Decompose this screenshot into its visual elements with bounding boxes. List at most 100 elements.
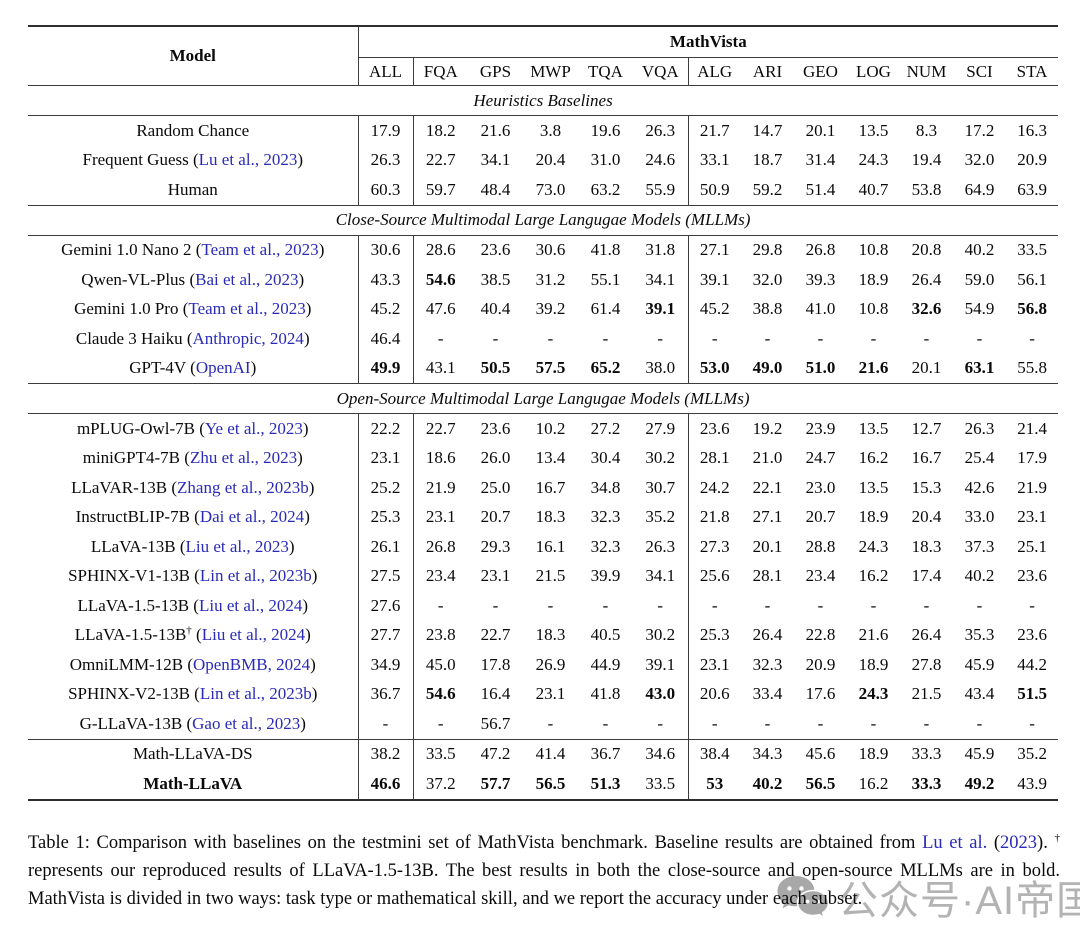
score-cell: 18.6 xyxy=(425,448,456,468)
citation-link[interactable]: Ye et al., 2023 xyxy=(204,418,303,438)
section-header-row: Open-Source Multimodal Large Langugae Mo… xyxy=(28,383,1059,414)
score-cell: 37.2 xyxy=(425,773,456,793)
citation-link[interactable]: Zhu et al., 2023 xyxy=(189,448,298,468)
table-body: Heuristics Baselines Random Chance 17.9 18.… xyxy=(28,85,1059,800)
score-cell: 26.3 xyxy=(633,532,689,562)
citation-link[interactable]: 2023 xyxy=(1000,832,1038,853)
score-cell: 18.3 xyxy=(535,625,566,645)
citation-link[interactable]: OpenAI xyxy=(195,358,251,378)
score-cell: 25.2 xyxy=(358,473,414,503)
score-cell: 20.1 xyxy=(805,120,836,140)
score-cell: 37.3 xyxy=(964,536,995,556)
score-cell: 23.1 xyxy=(425,507,456,527)
score-cell: 13.5 xyxy=(858,418,889,438)
citation-link[interactable]: Liu et al., 2024 xyxy=(201,625,306,645)
citation-link[interactable]: Lin et al., 2023b xyxy=(199,684,312,704)
score-cell: 16.2 xyxy=(858,773,889,793)
score-cell: 30.4 xyxy=(590,448,621,468)
score-cell: 57.7 xyxy=(480,773,511,793)
score-cell: - xyxy=(711,713,718,733)
model-name: SPHINX-V1-13B xyxy=(68,566,190,586)
citation-link[interactable]: Liu et al., 2024 xyxy=(198,595,303,615)
model-name: mPLUG-Owl-7B xyxy=(76,418,196,438)
score-cell: 28.1 xyxy=(752,566,783,586)
citation-link[interactable]: Lu et al. xyxy=(922,832,988,853)
score-cell: 25.3 xyxy=(358,502,414,532)
score-cell: 56.1 xyxy=(1017,269,1047,289)
score-cell: 24.7 xyxy=(805,448,836,468)
citation-link[interactable]: Bai et al., 2023 xyxy=(195,269,299,289)
score-cell: 18.9 xyxy=(858,507,889,527)
model-name-cell: Gemini 1.0 Pro (Team et al., 2023) xyxy=(28,294,359,324)
citation-link[interactable]: Team et al., 2023 xyxy=(201,240,319,260)
table-row: LLaVAR-13B (Zhang et al., 2023b) 25.2 21.9… xyxy=(28,473,1058,503)
model-name: GPT-4V xyxy=(129,358,186,378)
score-cell: 26.0 xyxy=(480,448,511,468)
dagger-mark: † xyxy=(1054,831,1060,844)
score-cell: 56.7 xyxy=(480,713,511,733)
table-row: Human 60.3 59.7 48.4 73.0 63.2 55.9 50.9 59.2 51.… xyxy=(28,175,1058,205)
score-cell: 21.5 xyxy=(535,566,566,586)
score-cell: 57.5 xyxy=(535,358,566,378)
citation-link[interactable]: Anthropic, 2024 xyxy=(192,328,304,348)
results-table: Model MathVista ALL FQA GPS MWP TQA VQA ALG ARI… xyxy=(28,25,1059,801)
model-name: LLaVA-1.5-13B xyxy=(74,625,187,645)
column-header-fqa: FQA xyxy=(413,57,468,86)
score-cell: 24.3 xyxy=(858,536,889,556)
score-cell: 55.1 xyxy=(590,269,621,289)
citation-link[interactable]: Liu et al., 2023 xyxy=(185,536,289,556)
score-cell: 45.6 xyxy=(794,738,847,769)
score-cell: 56.8 xyxy=(1017,299,1047,319)
column-header-geo: GEO xyxy=(794,57,847,86)
citation-link[interactable]: Lu et al., 2023 xyxy=(198,150,298,170)
score-cell: 38.4 xyxy=(688,738,741,769)
score-cell: 50.5 xyxy=(480,358,511,378)
score-cell: 54.6 xyxy=(425,269,456,289)
score-cell: - xyxy=(547,328,554,348)
score-cell: 34.6 xyxy=(633,738,689,769)
score-cell: 21.7 xyxy=(699,120,730,140)
score-cell: 33.4 xyxy=(752,684,783,704)
caption-text: ( xyxy=(987,832,1001,853)
model-name-cell: InstructBLIP-7B (Dai et al., 2024) xyxy=(28,502,359,532)
citation-link[interactable]: Lin et al., 2023b xyxy=(199,566,312,586)
citation-link[interactable]: Team et al., 2023 xyxy=(188,299,306,319)
score-cell: 25.6 xyxy=(699,566,730,586)
column-header-ari: ARI xyxy=(741,57,794,86)
model-name-cell: Claude 3 Haiku (Anthropic, 2024) xyxy=(28,324,359,354)
score-cell: 51.5 xyxy=(1017,684,1047,704)
citation-link[interactable]: Dai et al., 2024 xyxy=(199,507,305,527)
score-cell: - xyxy=(633,591,689,621)
score-cell: 47.2 xyxy=(468,738,523,769)
score-cell: 49.0 xyxy=(752,358,783,378)
citation-link[interactable]: Zhang et al., 2023b xyxy=(177,477,309,497)
score-cell: 51.0 xyxy=(805,358,836,378)
section-title: Open-Source Multimodal Large Langugae Mo… xyxy=(28,383,1059,414)
score-cell: 18.2 xyxy=(425,120,456,140)
section-title: Close-Source Multimodal Large Langugae M… xyxy=(28,204,1059,236)
score-cell: 56.5 xyxy=(805,773,836,793)
model-name-cell: SPHINX-V2-13B (Lin et al., 2023b) xyxy=(28,679,359,709)
score-cell: 30.6 xyxy=(358,235,414,265)
score-cell: 27.5 xyxy=(358,561,414,591)
citation-link[interactable]: Gao et al., 2023 xyxy=(192,713,301,733)
table-row: Gemini 1.0 Pro (Team et al., 2023) 45.2 47… xyxy=(28,294,1058,324)
score-cell: 29.3 xyxy=(480,536,511,556)
score-cell: 32.0 xyxy=(752,269,783,289)
column-header-sta: STA xyxy=(1006,57,1059,86)
citation-link[interactable]: OpenBMB, 2024 xyxy=(192,654,311,674)
watermark-text: 公众号·AI帝国 xyxy=(838,879,1080,923)
score-cell: 27.1 xyxy=(752,507,783,527)
score-cell: 23.1 xyxy=(1017,507,1047,527)
table-row: Random Chance 17.9 18.2 21.6 3.8 19.6 26.3 21.7… xyxy=(28,115,1058,146)
score-cell: 23.6 xyxy=(1017,625,1047,645)
column-header-num: NUM xyxy=(900,57,953,86)
watermark: 公众号·AI帝国 xyxy=(776,868,1080,926)
model-name: LLaVA-1.5-13B xyxy=(77,595,190,615)
table-row: LLaVA-1.5-13B† (Liu et al., 2024) 27.7 23.… xyxy=(28,620,1058,650)
score-cell: - xyxy=(764,595,771,615)
score-cell: 16.2 xyxy=(858,448,889,468)
model-name: Gemini 1.0 Nano 2 xyxy=(61,240,192,260)
score-cell: 27.7 xyxy=(358,620,414,650)
score-cell: 23.4 xyxy=(425,566,456,586)
